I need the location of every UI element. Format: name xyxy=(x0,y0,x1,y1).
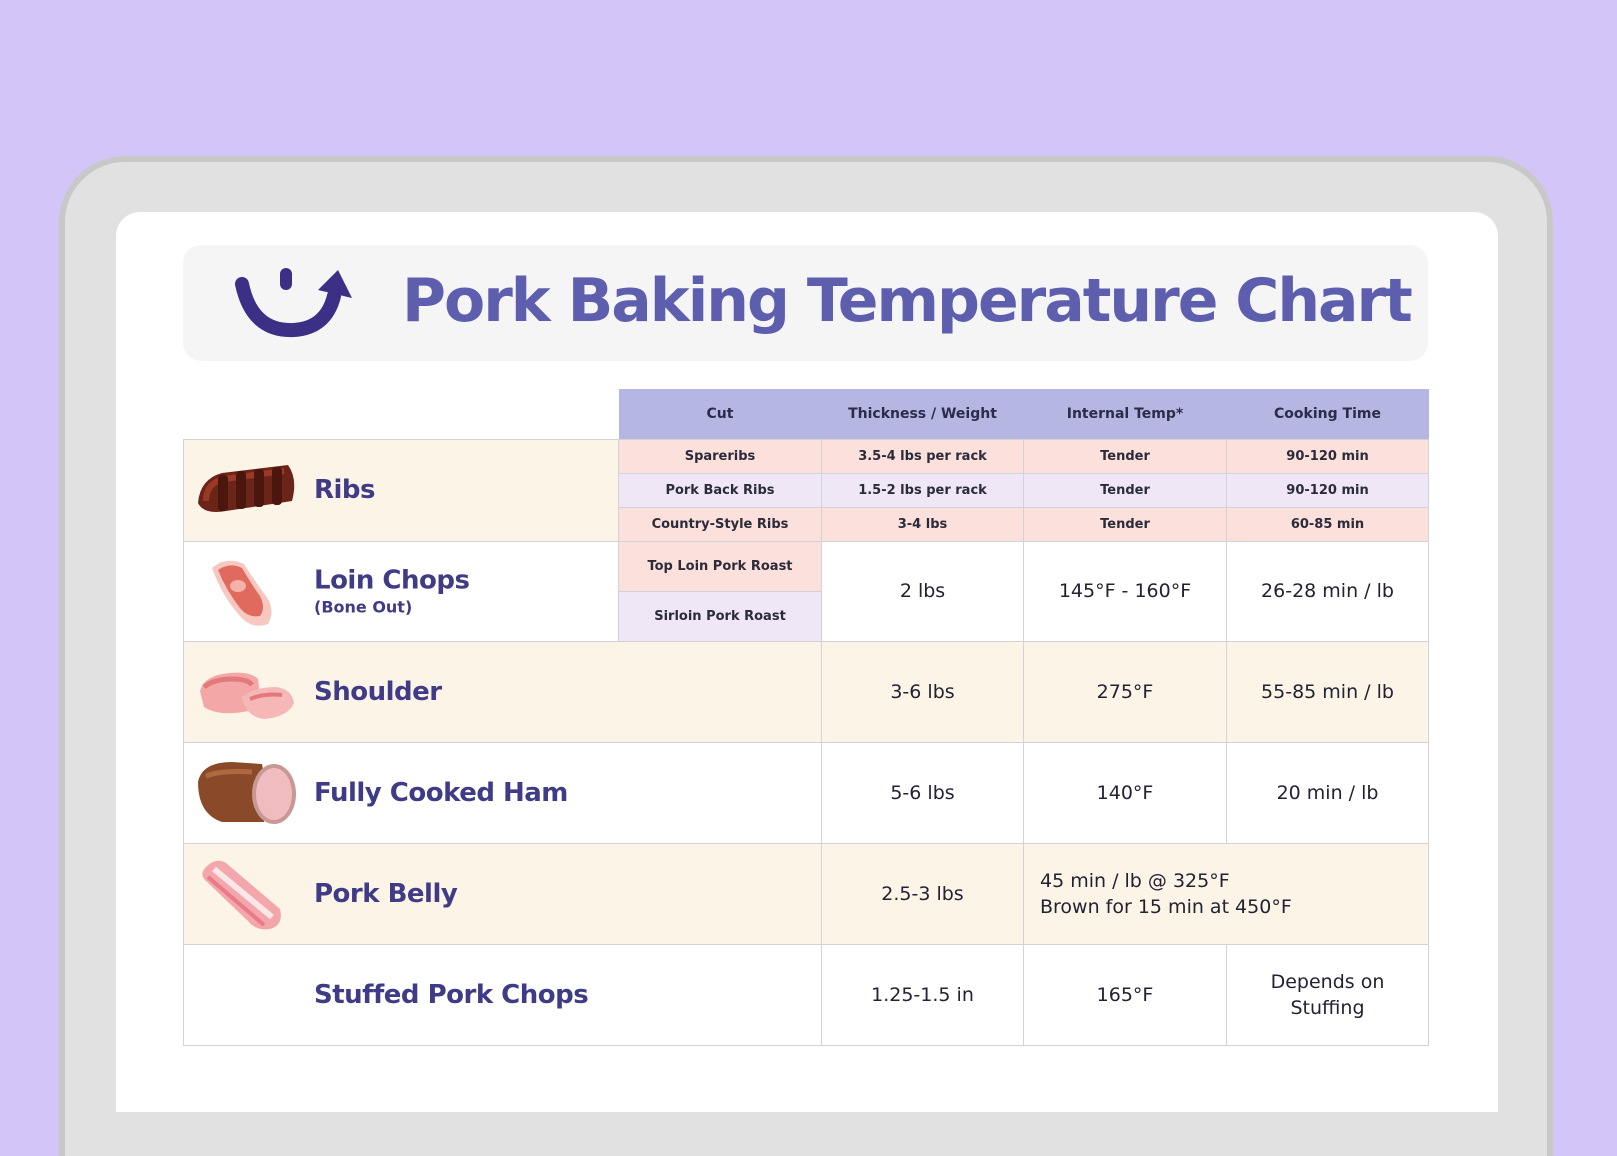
title-bar xyxy=(183,245,1428,361)
belly-name: Pork Belly xyxy=(314,878,458,909)
stuffed-time-line-1: Depends on xyxy=(1270,970,1385,993)
ribs-time-3: 60-85 min xyxy=(1226,506,1429,542)
header-cut: Cut xyxy=(618,389,822,439)
ham-icon xyxy=(198,761,296,824)
belly-label-cell: Pork Belly xyxy=(183,842,822,945)
header-temp: Internal Temp* xyxy=(1023,389,1227,439)
table-row: Country-Style Ribs 3-4 lbs Tender 60-85 … xyxy=(184,506,1429,542)
ribs-cut-1: Spareribs xyxy=(618,438,822,474)
loin-name: Loin Chops (Bone Out) xyxy=(314,565,470,617)
stuffed-temp: 165°F xyxy=(1023,943,1227,1046)
shoulder-weight: 3-6 lbs xyxy=(821,640,1024,743)
ribs-weight-3: 3-4 lbs xyxy=(821,506,1024,542)
ribs-time-2: 90-120 min xyxy=(1226,472,1429,508)
table-row: Sirloin Pork Roast xyxy=(184,590,1429,642)
ribs-time-1: 90-120 min xyxy=(1226,438,1429,474)
logo-smile-arrow-icon xyxy=(235,268,352,338)
pork-belly-icon xyxy=(202,860,281,929)
ribs-name: Ribs xyxy=(314,475,376,505)
stuffed-time-line-2: Stuffing xyxy=(1290,996,1365,1019)
loin-weight: 2 lbs xyxy=(821,540,1024,642)
loin-subtitle: (Bone Out) xyxy=(314,597,413,617)
header-weight: Thickness / Weight xyxy=(821,389,1024,439)
ribs-cut-3: Country-Style Ribs xyxy=(618,506,822,542)
ribs-icon xyxy=(198,465,295,512)
stuffed-time: Depends on Stuffing xyxy=(1226,943,1429,1046)
loin-label-cell: Loin Chops (Bone Out) xyxy=(183,540,619,642)
ribs-weight-2: 1.5-2 lbs per rack xyxy=(821,472,1024,508)
stuffed-weight: 1.25-1.5 in xyxy=(821,943,1024,1046)
ham-weight: 5-6 lbs xyxy=(821,741,1024,844)
ham-label-cell: Fully Cooked Ham xyxy=(183,741,822,844)
loin-cut-1: Top Loin Pork Roast xyxy=(618,540,822,592)
stuffed-label-cell: Stuffed Pork Chops xyxy=(183,943,822,1046)
shoulder-icon xyxy=(200,672,294,719)
loin-temp: 145°F - 160°F xyxy=(1023,540,1227,642)
belly-line-1: 45 min / lb @ 325°F xyxy=(1040,869,1230,892)
table-row: Stuffed Pork Chops 1.25-1.5 in 165°F Dep… xyxy=(183,943,1429,1046)
table-row: Fully Cooked Ham 5-6 lbs 140°F 20 min / … xyxy=(183,741,1429,844)
ribs-label-cell: Ribs xyxy=(183,438,619,542)
stuffed-name: Stuffed Pork Chops xyxy=(314,979,589,1010)
ribs-temp-2: Tender xyxy=(1023,472,1227,508)
ribs-weight-1: 3.5-4 lbs per rack xyxy=(821,438,1024,474)
belly-line-2: Brown for 15 min at 450°F xyxy=(1040,895,1292,918)
table-row: Loin Chops (Bone Out) Top Loin Pork Roas… xyxy=(183,540,1429,642)
loin-chop-icon xyxy=(212,560,272,626)
loin-cut-2: Sirloin Pork Roast xyxy=(618,590,822,642)
header-time: Cooking Time xyxy=(1226,389,1429,439)
ham-temp: 140°F xyxy=(1023,741,1227,844)
header-blank xyxy=(183,389,619,439)
belly-instructions: 45 min / lb @ 325°F Brown for 15 min at … xyxy=(1023,842,1429,945)
ham-name: Fully Cooked Ham xyxy=(314,777,568,808)
belly-weight: 2.5-3 lbs xyxy=(821,842,1024,945)
shoulder-label-cell: Shoulder xyxy=(183,640,822,743)
shoulder-temp: 275°F xyxy=(1023,640,1227,743)
ribs-temp-3: Tender xyxy=(1023,506,1227,542)
loin-name-text: Loin Chops xyxy=(314,565,470,596)
ribs-cut-2: Pork Back Ribs xyxy=(618,472,822,508)
shoulder-time: 55-85 min / lb xyxy=(1226,640,1429,743)
pork-chart-table: Cut Thickness / Weight Internal Temp* Co… xyxy=(183,389,1429,1046)
ribs-temp-1: Tender xyxy=(1023,438,1227,474)
header-row: Cut Thickness / Weight Internal Temp* Co… xyxy=(183,389,1429,439)
shoulder-name: Shoulder xyxy=(314,676,442,707)
page-title: Pork Baking Temperature Chart xyxy=(402,266,1413,336)
loin-time: 26-28 min / lb xyxy=(1226,540,1429,642)
table-row: Shoulder 3-6 lbs 275°F 55-85 min / lb xyxy=(183,640,1429,743)
ham-time: 20 min / lb xyxy=(1226,741,1429,844)
table-row: Pork Belly 2.5-3 lbs 45 min / lb @ 325°F… xyxy=(183,842,1429,945)
table-row: Ribs Spareribs 3.5-4 lbs per rack Tender… xyxy=(183,438,1429,542)
